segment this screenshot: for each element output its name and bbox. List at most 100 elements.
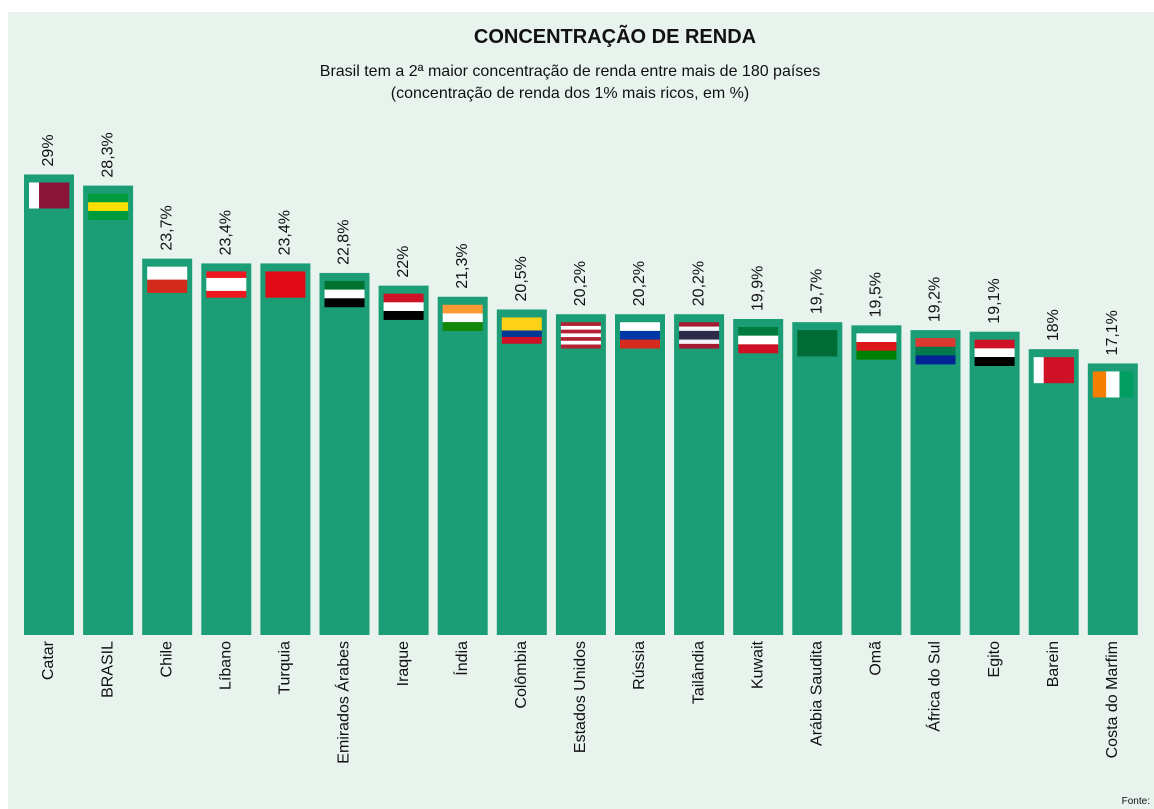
flag bbox=[679, 343, 720, 349]
x-tick-label: Catar bbox=[40, 640, 57, 680]
flag bbox=[147, 266, 188, 280]
flag bbox=[915, 338, 956, 348]
flag bbox=[29, 182, 40, 209]
bar bbox=[1087, 363, 1138, 635]
flag bbox=[974, 339, 1015, 349]
bar bbox=[792, 322, 843, 635]
bar bbox=[674, 314, 725, 635]
x-tick-label: Iraque bbox=[395, 641, 412, 686]
data-label: 19,9% bbox=[749, 266, 766, 311]
flag bbox=[620, 330, 660, 340]
flag bbox=[501, 323, 542, 331]
flag bbox=[88, 210, 129, 220]
flag bbox=[856, 333, 897, 343]
flag bbox=[442, 304, 483, 314]
data-label: 20,2% bbox=[631, 261, 648, 306]
x-tick-label: Índia bbox=[452, 641, 471, 676]
flag bbox=[324, 280, 365, 290]
flag bbox=[206, 284, 247, 292]
data-label: 22% bbox=[395, 246, 412, 278]
data-label: 20,5% bbox=[513, 256, 530, 301]
bar bbox=[1028, 349, 1079, 635]
x-tick-label: África do Sul bbox=[925, 641, 944, 732]
x-tick-label: Arábia Saudita bbox=[809, 641, 826, 746]
x-tick-label: Rússia bbox=[631, 641, 648, 690]
x-tick-label: Colômbia bbox=[513, 641, 530, 709]
data-label: 21,3% bbox=[454, 243, 471, 288]
x-tick-label: Barein bbox=[1045, 641, 1062, 687]
source: Fonte: bbox=[1122, 796, 1150, 807]
flag bbox=[1053, 357, 1064, 384]
flag bbox=[560, 344, 601, 349]
flag bbox=[679, 335, 720, 340]
flag bbox=[679, 326, 720, 332]
flag bbox=[738, 326, 779, 336]
bar bbox=[260, 263, 311, 635]
flag bbox=[383, 302, 424, 312]
flag bbox=[620, 339, 660, 349]
flag bbox=[383, 293, 424, 303]
data-label: 17,1% bbox=[1104, 310, 1121, 355]
bar bbox=[910, 330, 961, 635]
x-tick-label: Chile bbox=[158, 641, 175, 678]
flag bbox=[39, 182, 50, 209]
flag bbox=[88, 193, 129, 203]
flag bbox=[738, 335, 779, 345]
flag bbox=[442, 322, 483, 332]
flag bbox=[974, 357, 1015, 366]
x-tick-label: Estados Unidos bbox=[572, 641, 589, 753]
flag bbox=[915, 346, 956, 356]
x-tick-label: Líbano bbox=[218, 641, 235, 690]
bar bbox=[378, 285, 429, 635]
data-label: 20,2% bbox=[690, 261, 707, 306]
data-label: 20,2% bbox=[572, 261, 589, 306]
flag bbox=[974, 348, 1015, 358]
x-tick-label: Costa do Marfim bbox=[1104, 641, 1121, 758]
flag bbox=[1092, 371, 1107, 398]
bar bbox=[24, 174, 74, 636]
flag bbox=[1119, 371, 1134, 398]
x-tick-label: Tailândia bbox=[690, 641, 707, 704]
data-label: 22,8% bbox=[336, 220, 353, 265]
bar bbox=[733, 318, 784, 635]
flag bbox=[738, 344, 779, 354]
bar bbox=[615, 314, 665, 635]
data-label: 19,2% bbox=[927, 277, 944, 322]
bar bbox=[555, 314, 606, 635]
flag bbox=[797, 330, 838, 357]
flag bbox=[383, 310, 424, 320]
flag bbox=[1106, 371, 1120, 398]
flag bbox=[88, 202, 129, 212]
bar bbox=[201, 263, 252, 635]
flag bbox=[206, 290, 247, 298]
bar bbox=[851, 325, 902, 635]
flag bbox=[59, 182, 70, 209]
flag bbox=[265, 271, 306, 298]
flag bbox=[679, 339, 720, 345]
flag bbox=[147, 279, 188, 293]
data-label: 23,4% bbox=[277, 210, 294, 255]
bar bbox=[496, 309, 547, 635]
flag bbox=[560, 322, 601, 327]
flag bbox=[560, 337, 601, 342]
subtitle: Brasil tem a 2ª maior concentração de re… bbox=[320, 63, 820, 80]
flag bbox=[324, 298, 365, 308]
flag bbox=[560, 329, 601, 334]
flag bbox=[501, 317, 542, 325]
bar bbox=[969, 331, 1020, 635]
data-label: 29% bbox=[40, 134, 57, 166]
data-label: 28,3% bbox=[99, 132, 116, 177]
x-tick-label: Egito bbox=[986, 641, 1003, 678]
flag bbox=[1043, 357, 1054, 384]
flag bbox=[49, 182, 60, 209]
chart-title: CONCENTRAÇÃO DE RENDA bbox=[474, 25, 756, 48]
flag bbox=[442, 313, 483, 323]
x-tick-label: Omã bbox=[868, 641, 885, 676]
flag bbox=[560, 325, 601, 330]
flag bbox=[620, 322, 660, 332]
bar bbox=[437, 296, 488, 635]
bar bbox=[142, 258, 193, 635]
data-label: 23,7% bbox=[158, 205, 175, 250]
x-tick-label: BRASIL bbox=[99, 641, 116, 698]
